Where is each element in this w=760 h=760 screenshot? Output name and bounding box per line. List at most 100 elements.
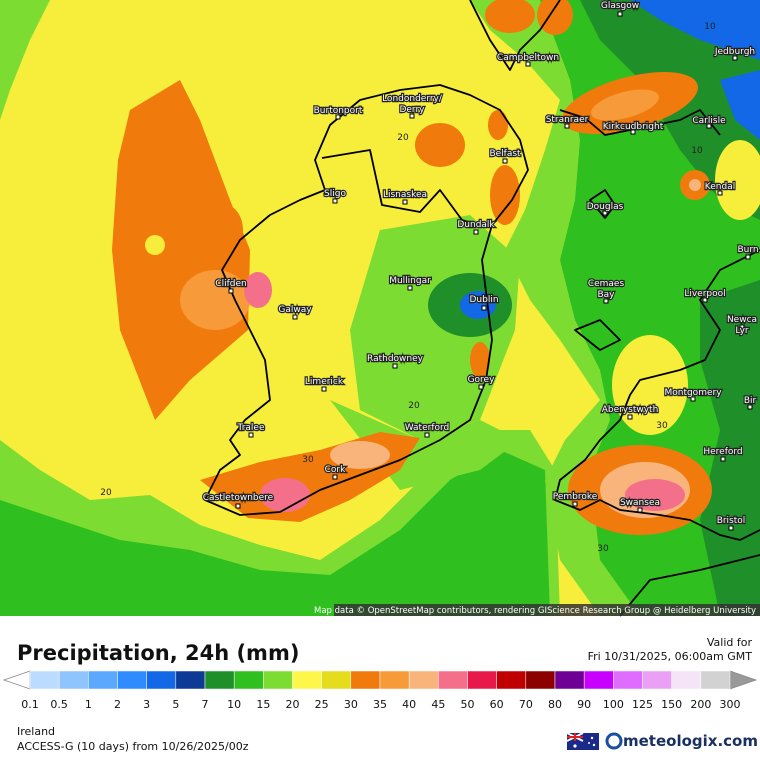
- place-marker: [248, 432, 254, 438]
- place-marker: [720, 456, 726, 462]
- place-marker: [392, 363, 398, 369]
- legend-label: 3: [143, 698, 150, 711]
- place-label: Swansea: [620, 498, 660, 508]
- place-label: Glasgow: [601, 1, 639, 11]
- place-marker: [739, 324, 745, 330]
- legend-swatch: [204, 670, 235, 690]
- legend-swatch: [321, 670, 352, 690]
- place-label: Cemaes: [588, 279, 625, 289]
- place-labels: Glasgow Campbeltown Jedburgh Burtonport Lond…: [202, 0, 760, 531]
- place-label: Stranraer: [546, 115, 589, 125]
- place-label: Pembroke: [553, 492, 598, 502]
- legend-swatch: [29, 670, 60, 690]
- place-label: Hereford: [703, 447, 742, 457]
- flag: [566, 732, 599, 750]
- legend-label: 45: [431, 698, 445, 711]
- attribution: Map data © OpenStreetMap contributors, r…: [314, 606, 756, 616]
- legend-label: 40: [402, 698, 416, 711]
- place-label: Campbeltown: [497, 53, 559, 63]
- legend-label: 100: [603, 698, 624, 711]
- legend-swatch: [263, 670, 293, 690]
- legend: 0.1 0.5 1 2 3 5 7 10 15 20 25 30 35 40 45 50 60 70 80 90 100…: [2, 670, 758, 711]
- legend-label: 5: [172, 698, 179, 711]
- valid-time: Fri 10/31/2025, 06:00am GMT: [588, 650, 753, 663]
- legend-arrow-low: [2, 670, 31, 690]
- contour-label: 10: [691, 146, 703, 156]
- legend-label: 60: [490, 698, 504, 711]
- place-marker: [745, 254, 751, 260]
- legend-swatch: [496, 670, 527, 690]
- contour-label: 20: [408, 401, 420, 411]
- contour-labels: 10 10 20 20 30 30 30 20: [100, 22, 716, 554]
- place-label: Castletownbere: [203, 493, 274, 503]
- legend-label: 50: [461, 698, 475, 711]
- legend-label: 70: [519, 698, 533, 711]
- brand: meteologix.com: [623, 732, 758, 750]
- place-marker: [407, 285, 413, 291]
- legend-swatch: [583, 670, 614, 690]
- legend-swatch: [467, 670, 497, 690]
- legend-label: 90: [577, 698, 591, 711]
- legend-swatch: [175, 670, 206, 690]
- place-marker: [321, 386, 327, 392]
- legend-label: 125: [632, 698, 653, 711]
- legend-swatch: [117, 670, 147, 690]
- place-label: Burtonport: [314, 106, 363, 116]
- place-label: Dublin: [469, 295, 498, 305]
- legend-label: 15: [256, 698, 270, 711]
- legend-label: 200: [690, 698, 711, 711]
- valid-label: Valid for: [707, 636, 753, 649]
- legend-swatch: [379, 670, 410, 690]
- legend-swatch: [408, 670, 439, 690]
- contour-label: 30: [302, 455, 314, 465]
- place-label: Douglas: [587, 202, 624, 212]
- place-label: Burn: [737, 245, 758, 255]
- place-marker: [332, 474, 338, 480]
- place-marker: [627, 414, 633, 420]
- place-marker: [706, 123, 712, 129]
- model-run: ACCESS-G (10 days) from 10/26/2025/00z: [17, 740, 249, 753]
- place-label: Clifden: [215, 279, 246, 289]
- place-label: Waterford: [405, 423, 450, 433]
- place-marker: [402, 199, 408, 205]
- place-marker: [502, 158, 508, 164]
- place-marker: [630, 129, 636, 135]
- place-marker: [525, 61, 531, 67]
- place-marker: [228, 288, 234, 294]
- place-marker: [424, 432, 430, 438]
- place-label: Sligo: [324, 189, 346, 199]
- place-label: Dundalk: [457, 220, 495, 230]
- place-marker: [292, 314, 298, 320]
- place-marker: [473, 229, 479, 235]
- place-label: Liverpool: [684, 289, 725, 299]
- place-label: Mullingar: [389, 276, 431, 286]
- brand-icon: [605, 732, 623, 750]
- place-marker: [717, 190, 723, 196]
- contour-label: 20: [397, 133, 409, 143]
- place-marker: [478, 384, 484, 390]
- place-marker: [728, 525, 734, 531]
- place-marker: [617, 11, 623, 17]
- legend-swatch: [642, 670, 672, 690]
- legend-swatch: [350, 670, 381, 690]
- place-marker: [564, 123, 570, 129]
- legend-swatch: [554, 670, 585, 690]
- legend-swatch: [525, 670, 556, 690]
- place-label: Limerick: [305, 377, 344, 387]
- legend-label: 10: [227, 698, 241, 711]
- legend-label: 2: [114, 698, 121, 711]
- place-label: Montgomery: [664, 388, 722, 398]
- coastlines: [204, 0, 760, 617]
- place-label: Kendal: [705, 182, 735, 192]
- place-marker: [732, 55, 738, 61]
- place-label: Belfast: [489, 149, 521, 159]
- place-label: Galway: [278, 305, 312, 315]
- legend-label: 30: [344, 698, 358, 711]
- legend-swatch: [146, 670, 177, 690]
- place-label: Cork: [325, 465, 346, 475]
- place-marker: [602, 210, 608, 216]
- place-label: Carlisle: [692, 116, 726, 126]
- title: Precipitation, 24h (mm): [17, 641, 299, 665]
